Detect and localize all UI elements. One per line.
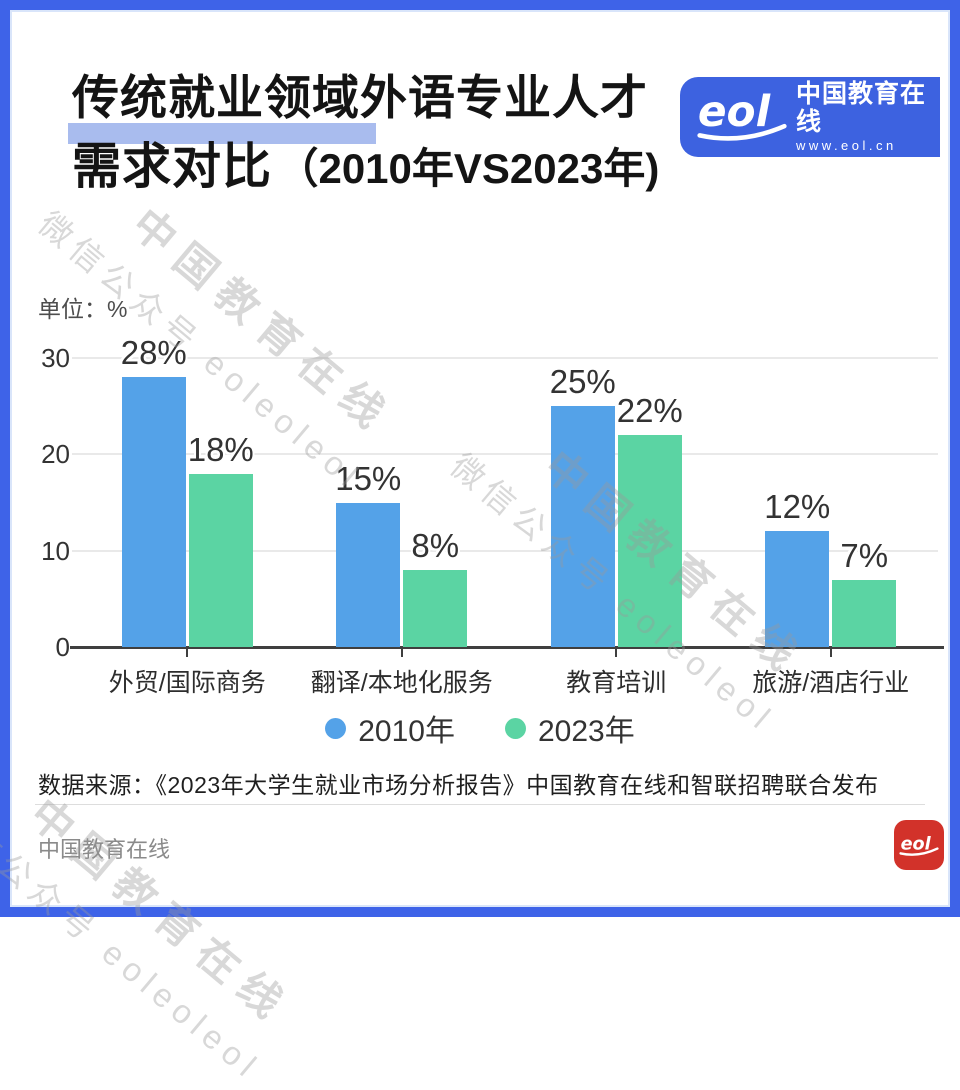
bar-2010年-外贸/国际商务 — [121, 377, 186, 647]
bar-2023年-翻译/本地化服务 — [403, 569, 468, 647]
bar-value-label: 28% — [120, 334, 187, 372]
eol-brand-name: 中国教育在线 — [796, 80, 927, 136]
bar-value-label: 7% — [840, 536, 889, 574]
title-line-1: 传统就业领域外语专业人才 — [72, 71, 648, 124]
svg-text:eol: eol — [901, 834, 932, 854]
bar-group-2: 15% 8% — [335, 358, 468, 647]
bar-2010年-旅游/酒店行业 — [765, 531, 830, 647]
gridline-10 — [72, 549, 938, 552]
eol-app-icon: eol — [894, 820, 944, 870]
bar-value-label: 15% — [335, 459, 402, 497]
bar-2023年-旅游/酒店行业 — [832, 579, 897, 647]
bar-group-4: 12% 7% — [764, 358, 897, 647]
eol-logo-text: 中国教育在线 www.eol.cn — [796, 80, 940, 153]
gridline-20 — [72, 453, 938, 456]
bar-value-label: 8% — [411, 526, 460, 564]
bar-group-1: 28% 18% — [121, 334, 254, 647]
footer-brand-text: 中国教育在线 — [38, 837, 171, 862]
category-label-2: 翻译/本地化服务 — [310, 669, 493, 697]
watermark-text: 中国教育在线 — [21, 789, 300, 1034]
category-label-3: 教育培训 — [566, 669, 667, 697]
svg-text:eol: eol — [698, 89, 771, 136]
bar-2023年-外贸/国际商务 — [188, 473, 253, 647]
legend-dot-icon — [505, 717, 526, 739]
x-axis-tick — [829, 648, 832, 657]
bar-2023年-教育培训 — [617, 435, 682, 647]
gridline-30 — [72, 357, 938, 359]
watermark-3: 中国教育在线 微信公众号 eoleoleol — [0, 782, 318, 1090]
legend-item-2010年: 2010年 — [325, 706, 455, 750]
bar-value-label: 25% — [549, 363, 616, 401]
x-axis-line — [70, 646, 944, 649]
bar-value-label: 22% — [616, 392, 683, 430]
y-axis-tick-10: 10 — [41, 535, 70, 566]
legend-item-2023年: 2023年 — [505, 706, 635, 750]
category-label-4: 旅游/酒店行业 — [752, 669, 910, 697]
eol-logo-icon: eol — [697, 89, 787, 141]
bar-value-label: 12% — [764, 488, 831, 526]
eol-url: www.eol.cn — [796, 138, 897, 153]
bar-value-label: 18% — [187, 430, 254, 468]
x-axis-tick — [615, 648, 618, 657]
x-axis-tick — [186, 648, 189, 657]
legend-label: 2010年 — [358, 715, 455, 748]
bar-2010年-翻译/本地化服务 — [336, 502, 401, 647]
legend-dot-icon — [325, 717, 347, 739]
legend-label: 2023年 — [538, 715, 635, 748]
x-axis-tick — [400, 648, 403, 657]
category-label-1: 外贸/国际商务 — [108, 669, 266, 697]
chart-unit-label: 单位：% — [38, 296, 128, 322]
y-axis-tick-0: 0 — [55, 632, 70, 662]
y-axis-tick-20: 20 — [41, 439, 70, 470]
eol-app-icon-glyph: eol — [899, 834, 939, 856]
bar-group-3: 25% 22% — [550, 358, 683, 647]
y-axis-tick-30: 30 — [41, 343, 70, 373]
footer-divider — [35, 804, 925, 805]
title-highlight-bar — [68, 123, 376, 144]
bar-chart-plot-area: 28% 18% 15% 8% 25% 22% 12% 7% — [70, 334, 944, 649]
eol-logo-banner: eol 中国教育在线 www.eol.cn — [680, 77, 940, 157]
bar-2010年-教育培训 — [550, 406, 615, 647]
chart-legend: 2010年 2023年 — [10, 706, 950, 750]
data-source-note: 数据来源：《2023年大学生就业市场分析报告》中国教育在线和智联招聘联合发布 — [38, 772, 879, 798]
title-line-2: 需求对比 （2010年VS2023年) — [72, 140, 660, 194]
page-title: 传统就业领域外语专业人才 需求对比 （2010年VS2023年) — [68, 71, 660, 194]
